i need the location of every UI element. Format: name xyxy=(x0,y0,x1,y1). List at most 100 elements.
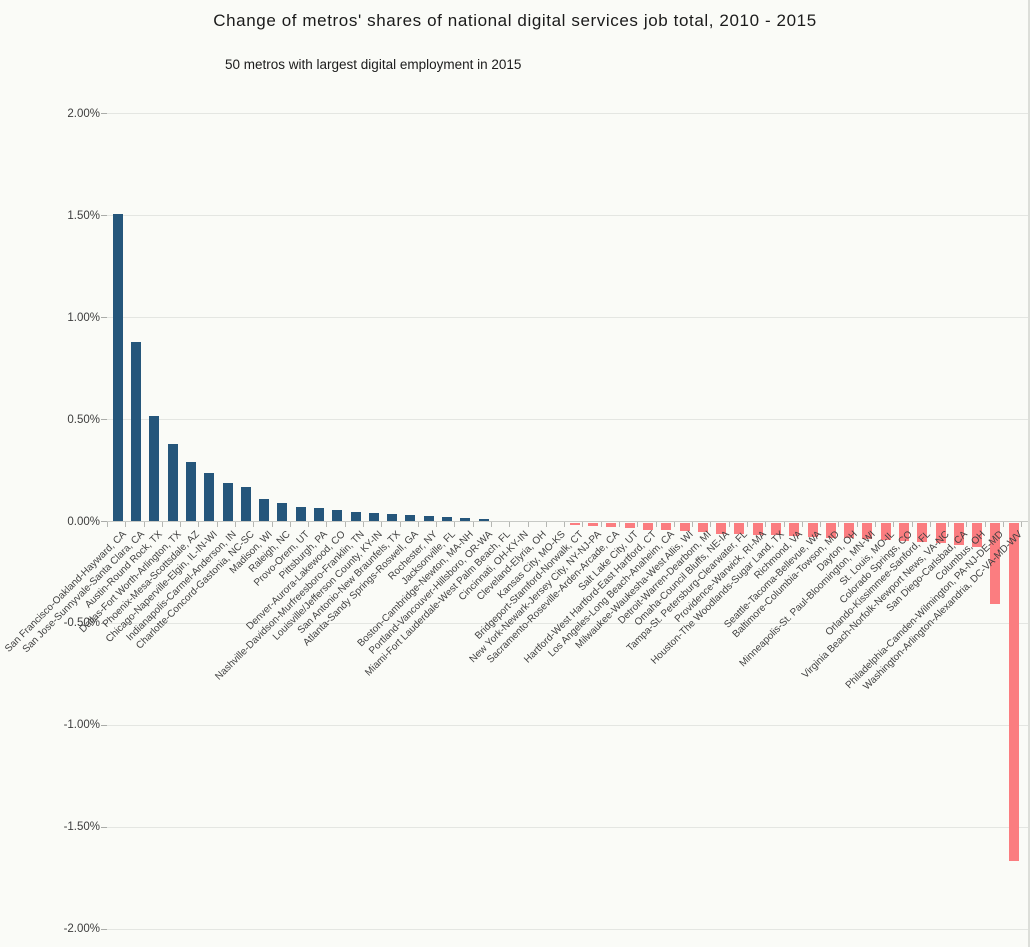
x-axis-tick xyxy=(326,522,328,527)
y-axis-tick-label: 2.00% xyxy=(67,107,100,120)
y-axis-tick-label: 1.00% xyxy=(67,311,100,324)
y-axis-tick-label: 1.50% xyxy=(67,209,100,222)
y-axis-tick xyxy=(101,928,107,930)
window-right-border xyxy=(1028,0,1030,947)
gridline xyxy=(107,419,1029,421)
bar xyxy=(277,503,288,522)
x-axis-tick xyxy=(564,522,566,527)
bar xyxy=(112,213,123,522)
bar xyxy=(259,499,270,522)
bar xyxy=(588,522,599,526)
bar xyxy=(935,522,946,544)
x-axis-tick xyxy=(198,522,200,527)
bar xyxy=(441,516,452,522)
bar xyxy=(368,513,379,522)
x-axis-tick xyxy=(874,522,876,527)
bar xyxy=(734,522,745,535)
x-axis-tick xyxy=(107,522,108,527)
bar xyxy=(807,522,818,537)
bar xyxy=(825,522,836,538)
y-axis-tick xyxy=(101,113,107,115)
x-axis-tick xyxy=(234,522,236,527)
x-axis-tick xyxy=(582,522,584,527)
x-axis-tick xyxy=(948,522,950,527)
y-axis-tick-label: -1.50% xyxy=(63,821,100,834)
x-axis-tick xyxy=(728,522,730,527)
x-axis-tick xyxy=(472,522,474,527)
x-axis-tick xyxy=(490,522,492,527)
y-axis-tick-label: 0.50% xyxy=(67,413,100,426)
bar xyxy=(880,522,891,541)
bar xyxy=(624,522,635,529)
x-axis-tick xyxy=(125,522,127,527)
gridline xyxy=(107,724,1029,726)
x-axis-tick xyxy=(820,522,822,527)
x-axis-tick xyxy=(180,522,182,527)
bar xyxy=(697,522,708,533)
bar xyxy=(1008,522,1019,861)
bar xyxy=(789,522,800,536)
gridline xyxy=(107,928,1029,930)
bar xyxy=(862,522,873,539)
bar xyxy=(131,342,142,522)
bar xyxy=(643,522,654,530)
x-axis-tick xyxy=(838,522,840,527)
y-axis-tick-label: -0.50% xyxy=(63,617,100,630)
x-axis-tick xyxy=(710,522,712,527)
x-axis-tick xyxy=(673,522,675,527)
bar xyxy=(771,522,782,536)
x-axis-tick xyxy=(289,522,291,527)
x-axis-tick xyxy=(783,522,785,527)
x-axis-tick xyxy=(655,522,657,527)
bar xyxy=(222,482,233,522)
x-axis-tick xyxy=(271,522,273,527)
bar xyxy=(460,517,471,522)
x-axis-tick xyxy=(216,522,218,527)
chart-subtitle: 50 metros with largest digital employmen… xyxy=(225,57,522,72)
y-axis-tick xyxy=(101,215,107,217)
y-axis-tick-label: 0.00% xyxy=(67,515,100,528)
bar xyxy=(405,515,416,522)
bar xyxy=(149,415,160,522)
bar xyxy=(185,462,196,522)
x-axis-tick xyxy=(527,522,529,527)
gridline xyxy=(107,113,1029,115)
gridline xyxy=(107,317,1029,319)
x-axis-tick xyxy=(856,522,858,527)
bar xyxy=(240,486,251,522)
bar xyxy=(972,522,983,548)
y-axis-tick xyxy=(101,826,107,828)
bar xyxy=(953,522,964,545)
bar xyxy=(387,513,398,522)
x-axis-tick xyxy=(984,522,986,527)
x-axis-tick xyxy=(161,522,163,527)
x-axis-tick xyxy=(417,522,419,527)
bar xyxy=(679,522,690,532)
x-axis-tick xyxy=(509,522,511,527)
gridline xyxy=(107,622,1029,624)
x-axis-tick xyxy=(600,522,602,527)
x-axis-tick xyxy=(344,522,346,527)
x-axis-tick xyxy=(746,522,748,527)
x-axis-tick xyxy=(801,522,803,527)
x-axis-tick xyxy=(966,522,968,527)
gridline xyxy=(107,215,1029,217)
bar xyxy=(478,518,489,522)
bar xyxy=(332,509,343,522)
x-axis-tick xyxy=(143,522,145,527)
bar xyxy=(423,515,434,522)
gridline xyxy=(107,826,1029,828)
x-axis-tick xyxy=(362,522,364,527)
x-axis-tick xyxy=(253,522,255,527)
y-axis-tick xyxy=(101,724,107,726)
bar xyxy=(752,522,763,535)
x-axis-tick xyxy=(1021,522,1023,527)
bar xyxy=(661,522,672,531)
bar xyxy=(350,512,361,522)
x-axis-tick xyxy=(399,522,401,527)
x-axis-tick xyxy=(1002,522,1004,527)
x-axis-tick xyxy=(436,522,438,527)
y-axis-tick-label: -1.00% xyxy=(63,719,100,732)
chart-title: Change of metros' shares of national dig… xyxy=(213,11,817,30)
